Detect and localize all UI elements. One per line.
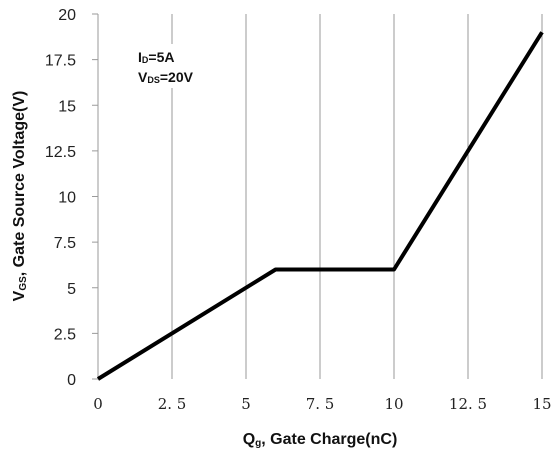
x-tick-label: 10 — [384, 395, 403, 413]
annotation-vds: VDS=20V — [138, 69, 194, 85]
annotation-background — [128, 44, 233, 88]
y-tick-label: 5 — [67, 281, 76, 298]
y-tick-label: 15 — [58, 98, 76, 115]
annotation-id: ID=5A — [138, 49, 174, 65]
y-axis-label: VGS, Gate Source Voltage(V) — [11, 91, 29, 302]
annotation-box: ID=5A VDS=20V — [128, 44, 233, 88]
x-tick-label: 5 — [241, 395, 251, 413]
x-tick-label: 0 — [93, 395, 103, 413]
x-axis-label: Qg, Gate Charge(nC) — [243, 431, 398, 449]
y-tick-label: 7.5 — [54, 235, 76, 252]
y-tick-label: 2.5 — [54, 326, 76, 343]
x-tick-labels: 0 2. 5 5 7. 5 10 12. 5 15 — [93, 395, 551, 413]
y-tick-label: 0 — [67, 372, 76, 389]
y-tick-label: 12.5 — [45, 144, 76, 161]
series-line — [96, 31, 544, 381]
x-tick-label: 15 — [532, 395, 551, 413]
x-tick-label: 12. 5 — [449, 395, 487, 413]
y-tick-labels: 0 2.5 5 7.5 10 12.5 15 17.5 20 — [45, 7, 76, 389]
y-tick-label: 17.5 — [45, 53, 76, 70]
y-tick-label: 20 — [58, 7, 76, 24]
series-layer — [96, 31, 544, 381]
x-tick-label: 2. 5 — [158, 395, 187, 413]
x-tick-label: 7. 5 — [306, 395, 335, 413]
y-tick-label: 10 — [58, 190, 76, 207]
